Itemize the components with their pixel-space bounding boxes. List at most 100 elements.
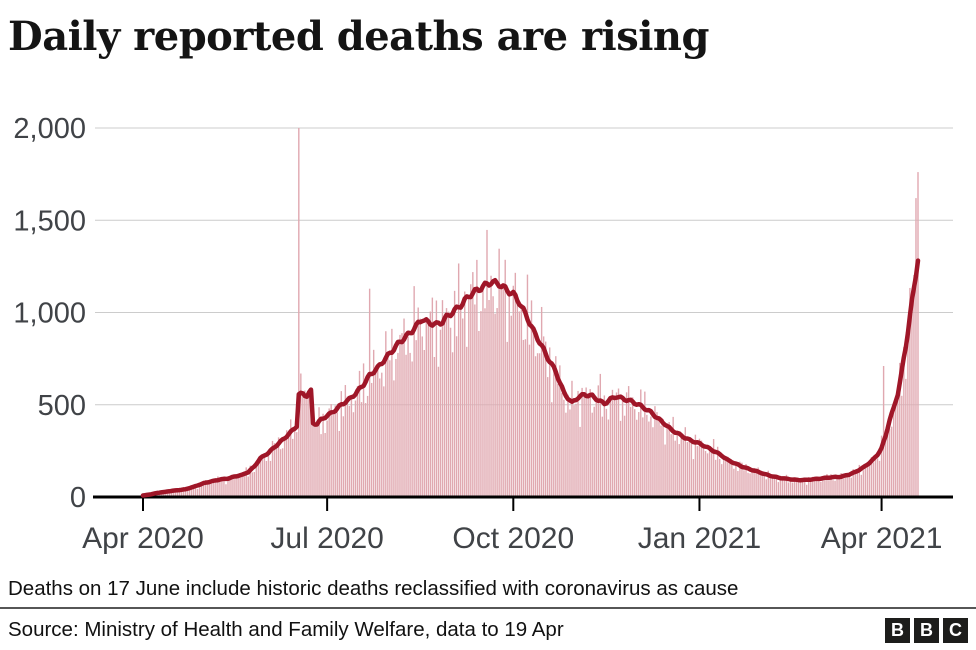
daily-bar bbox=[884, 432, 887, 497]
daily-bar bbox=[692, 459, 695, 497]
daily-bar bbox=[840, 473, 842, 497]
daily-bar bbox=[164, 491, 166, 497]
daily-bar bbox=[617, 388, 620, 497]
daily-bar bbox=[555, 356, 557, 497]
daily-bar bbox=[251, 472, 253, 497]
daily-bar bbox=[172, 489, 175, 497]
daily-bar bbox=[277, 437, 280, 497]
daily-bar bbox=[540, 306, 543, 497]
daily-bar bbox=[686, 442, 689, 497]
daily-bar bbox=[629, 406, 632, 497]
daily-bar bbox=[403, 318, 405, 497]
daily-bar bbox=[298, 128, 300, 497]
daily-bar bbox=[482, 282, 484, 497]
daily-bar bbox=[500, 284, 502, 497]
daily-bar bbox=[506, 341, 508, 497]
daily-bar bbox=[431, 297, 434, 497]
daily-bar bbox=[888, 428, 891, 497]
daily-bar bbox=[336, 412, 338, 497]
daily-bar bbox=[330, 404, 332, 497]
daily-bar bbox=[239, 477, 241, 497]
daily-bar bbox=[696, 446, 699, 497]
daily-bar bbox=[557, 383, 559, 497]
daily-bar bbox=[215, 480, 217, 497]
daily-bar bbox=[170, 491, 173, 497]
daily-bar bbox=[470, 284, 472, 497]
daily-bar bbox=[415, 340, 417, 497]
daily-bar bbox=[532, 332, 535, 497]
x-tick-label: Apr 2020 bbox=[82, 522, 204, 555]
daily-bar bbox=[225, 484, 227, 497]
bbc-logo: B B C bbox=[885, 617, 968, 643]
daily-bar bbox=[294, 430, 296, 497]
daily-bar bbox=[180, 490, 183, 497]
daily-bar bbox=[443, 318, 446, 497]
daily-bar bbox=[275, 448, 278, 497]
daily-bar bbox=[810, 481, 812, 497]
daily-bar bbox=[290, 419, 292, 497]
bbc-logo-letter: C bbox=[943, 617, 968, 643]
daily-bar bbox=[793, 481, 796, 497]
daily-bar bbox=[435, 300, 438, 497]
daily-bar bbox=[326, 420, 328, 497]
daily-bar bbox=[176, 488, 179, 497]
daily-bar bbox=[441, 300, 444, 497]
daily-bar bbox=[656, 412, 658, 497]
daily-bar bbox=[820, 481, 822, 497]
daily-bar bbox=[433, 357, 436, 497]
daily-bar bbox=[174, 491, 177, 497]
daily-bar bbox=[405, 354, 407, 497]
daily-bar bbox=[421, 336, 423, 497]
daily-bar bbox=[899, 362, 901, 497]
daily-bar bbox=[834, 480, 836, 497]
daily-bar bbox=[897, 390, 899, 497]
daily-bar bbox=[368, 288, 371, 497]
daily-bar bbox=[549, 347, 551, 497]
daily-bar bbox=[644, 391, 646, 497]
bbc-logo-letter: B bbox=[914, 617, 939, 643]
daily-bar bbox=[245, 467, 247, 497]
daily-bar bbox=[449, 327, 452, 497]
daily-bar bbox=[674, 440, 676, 497]
daily-bar bbox=[816, 480, 818, 497]
daily-bar bbox=[650, 416, 652, 497]
daily-bar bbox=[585, 387, 587, 497]
daily-bar bbox=[676, 434, 678, 497]
daily-bar bbox=[789, 478, 792, 497]
daily-bar bbox=[494, 313, 496, 497]
daily-bar bbox=[312, 417, 314, 497]
daily-bar bbox=[850, 477, 852, 497]
daily-bar bbox=[854, 470, 856, 497]
daily-bar bbox=[605, 408, 608, 497]
daily-bar bbox=[464, 291, 466, 497]
daily-bar bbox=[346, 396, 349, 497]
daily-bar bbox=[658, 416, 660, 497]
daily-bar bbox=[510, 315, 512, 497]
daily-bar bbox=[273, 443, 276, 497]
y-tick-label: 2,000 bbox=[13, 113, 86, 145]
daily-bar bbox=[528, 344, 531, 497]
daily-bar bbox=[184, 490, 187, 497]
daily-bar bbox=[901, 395, 903, 497]
daily-bar bbox=[488, 300, 490, 497]
daily-bar bbox=[534, 356, 537, 497]
daily-bar bbox=[684, 427, 686, 497]
daily-bar bbox=[561, 393, 563, 497]
daily-bar bbox=[316, 423, 318, 497]
daily-bar bbox=[652, 427, 654, 497]
y-tick-label: 500 bbox=[38, 390, 86, 422]
source-text: Source: Ministry of Health and Family We… bbox=[8, 618, 564, 641]
daily-bar bbox=[462, 318, 464, 497]
daily-bar bbox=[417, 307, 419, 497]
daily-bar bbox=[723, 455, 725, 497]
daily-bar bbox=[848, 476, 850, 497]
daily-bar bbox=[759, 474, 761, 497]
daily-bar bbox=[710, 450, 713, 497]
daily-bar bbox=[565, 412, 567, 497]
daily-bar bbox=[342, 416, 345, 497]
daily-bar bbox=[615, 392, 618, 497]
daily-bar bbox=[818, 478, 820, 497]
daily-bar bbox=[249, 465, 251, 497]
daily-bar bbox=[520, 309, 523, 497]
daily-bar bbox=[237, 478, 239, 497]
